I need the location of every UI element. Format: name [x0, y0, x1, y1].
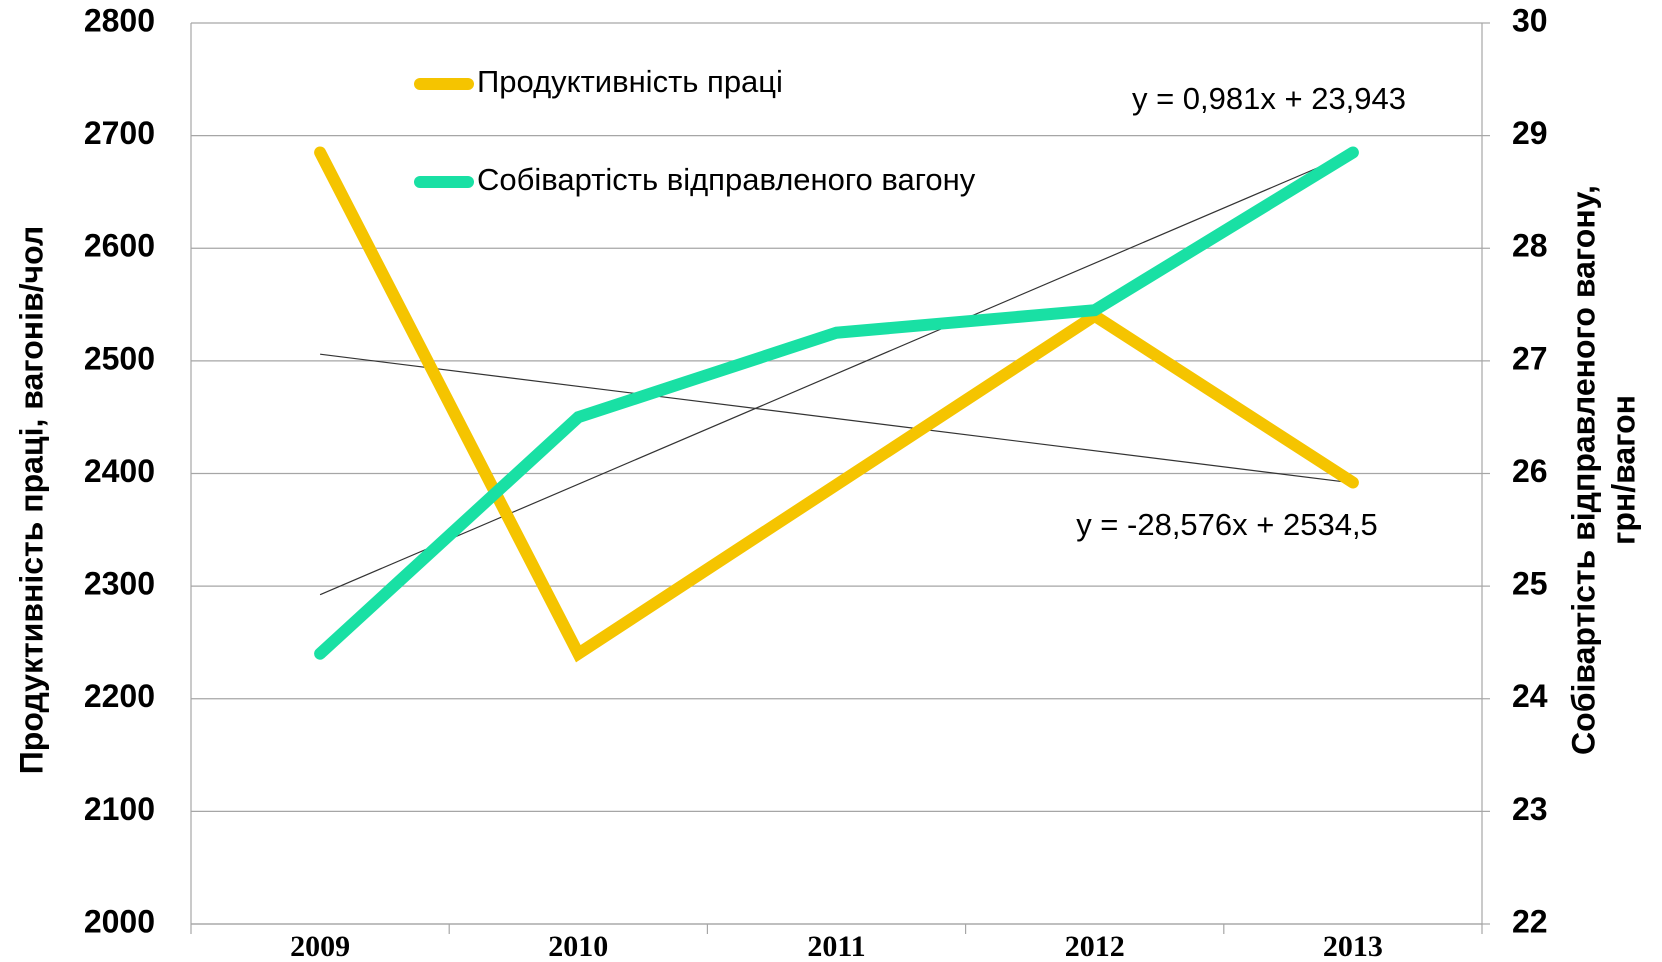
legend-label: Собівартість відправленого вагону	[477, 162, 976, 197]
y-tick-label: 2800	[84, 2, 155, 38]
y2-tick-label: 23	[1512, 791, 1548, 827]
x-tick-label: 2010	[548, 930, 608, 962]
y2-tick-label: 29	[1512, 115, 1548, 151]
trendline	[320, 353, 1353, 484]
x-tick-label: 2011	[807, 930, 865, 962]
y2-axis-title: грн/вагон	[1605, 395, 1641, 545]
y-tick-label: 2500	[84, 340, 155, 376]
y-tick-label: 2700	[84, 115, 155, 151]
trendline-equation: y = -28,576x + 2534,5	[1076, 507, 1378, 542]
y2-tick-label: 22	[1512, 903, 1548, 939]
y2-tick-label: 27	[1512, 340, 1548, 376]
legend-label: Продуктивність праці	[477, 64, 783, 99]
y-axis-title: Продуктивність праці, вагонів/чол	[13, 226, 49, 774]
trendline	[319, 152, 1354, 596]
y-tick-label: 2300	[84, 566, 155, 602]
y-tick-label: 2400	[84, 453, 155, 489]
x-tick-label: 2009	[290, 930, 350, 962]
y2-tick-label: 30	[1512, 2, 1548, 38]
y2-tick-label: 28	[1512, 228, 1548, 264]
trendline-equation: y = 0,981x + 23,943	[1132, 81, 1406, 116]
x-tick-label: 2013	[1323, 930, 1383, 962]
y-tick-label: 2000	[84, 903, 155, 939]
y-tick-label: 2100	[84, 791, 155, 827]
series-line	[314, 146, 1359, 660]
y2-tick-label: 25	[1512, 566, 1548, 602]
y-tick-label: 2200	[84, 678, 155, 714]
y2-tick-label: 24	[1512, 678, 1548, 714]
y2-tick-label: 26	[1512, 453, 1548, 489]
series-line	[314, 146, 1359, 663]
y-tick-label: 2600	[84, 228, 155, 264]
y2-axis-title: Собівартість відправленого вагону,	[1565, 185, 1601, 755]
x-tick-label: 2012	[1065, 930, 1125, 962]
